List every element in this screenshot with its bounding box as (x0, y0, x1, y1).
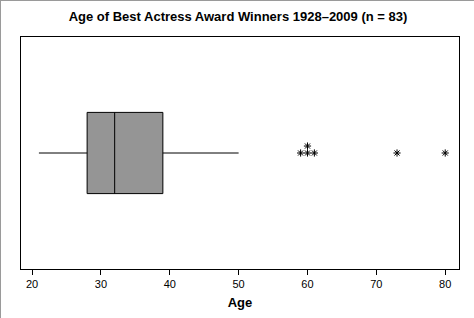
svg-text:20: 20 (26, 278, 38, 290)
svg-text:40: 40 (164, 278, 176, 290)
svg-text:30: 30 (95, 278, 107, 290)
svg-text:Age: Age (228, 295, 253, 310)
svg-text:80: 80 (439, 278, 451, 290)
svg-text:Age of Best Actress Award Winn: Age of Best Actress Award Winners 1928–2… (69, 9, 408, 24)
svg-text:60: 60 (301, 278, 313, 290)
svg-text:70: 70 (370, 278, 382, 290)
svg-text:50: 50 (232, 278, 244, 290)
